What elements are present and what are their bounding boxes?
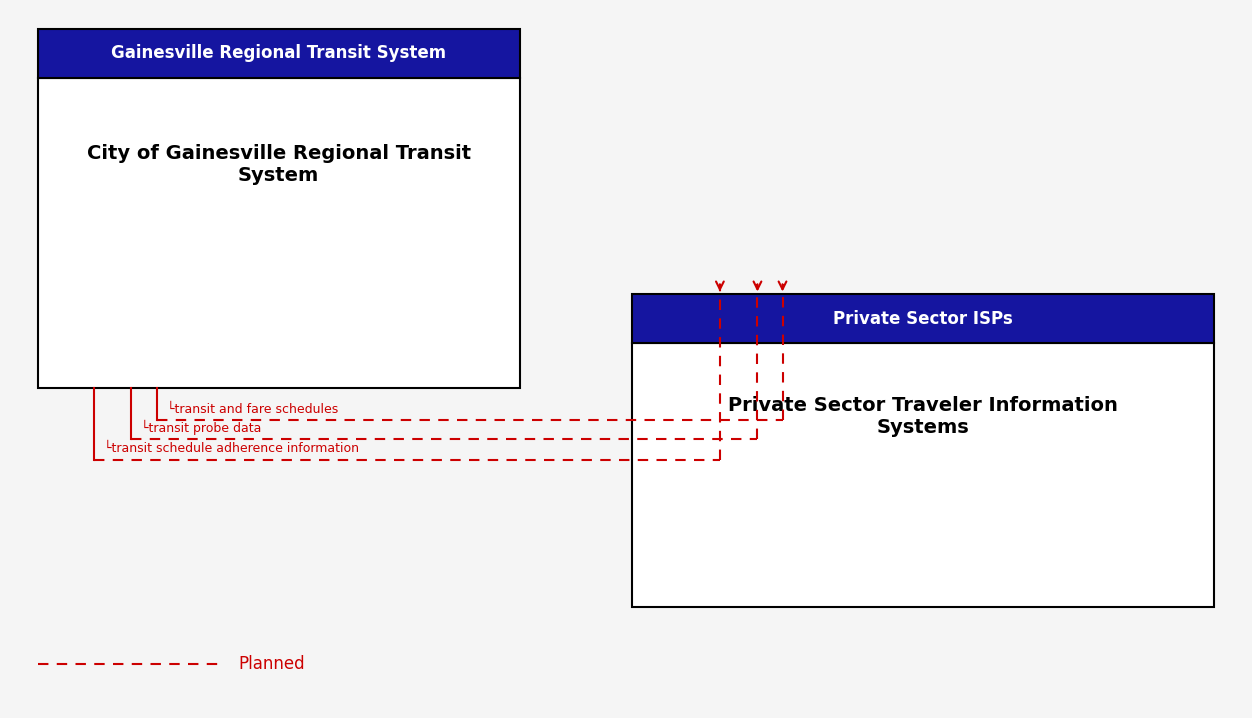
Text: └transit probe data: └transit probe data: [141, 420, 262, 435]
Text: └transit and fare schedules: └transit and fare schedules: [167, 403, 338, 416]
Text: └transit schedule adherence information: └transit schedule adherence information: [104, 442, 359, 455]
Text: Planned: Planned: [238, 655, 304, 673]
Text: Private Sector Traveler Information
Systems: Private Sector Traveler Information Syst…: [729, 396, 1118, 437]
Bar: [632, 343, 1214, 607]
Bar: [632, 294, 1214, 343]
Bar: [38, 78, 520, 388]
Text: Gainesville Regional Transit System: Gainesville Regional Transit System: [111, 44, 446, 62]
Text: City of Gainesville Regional Transit
System: City of Gainesville Regional Transit Sys…: [86, 144, 471, 185]
Bar: [38, 29, 520, 78]
Text: Private Sector ISPs: Private Sector ISPs: [834, 309, 1013, 328]
